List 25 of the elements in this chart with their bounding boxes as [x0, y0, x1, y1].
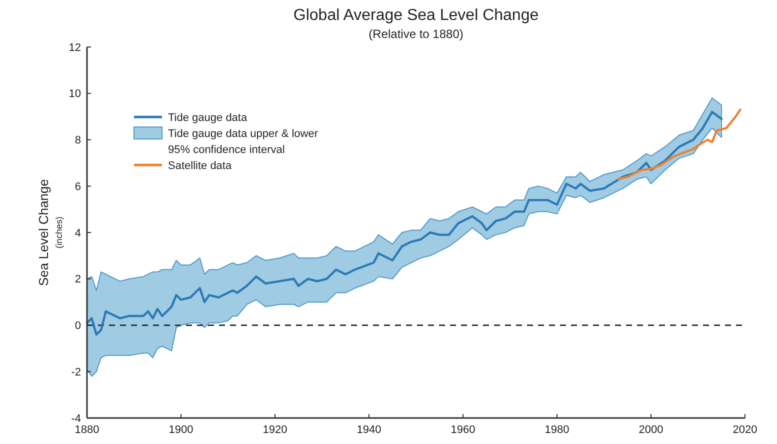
x-tick-label: 1900	[168, 424, 194, 436]
x-tick-label: 1940	[356, 424, 382, 436]
line-series	[86, 110, 723, 336]
y-tick-label: 12	[68, 42, 81, 54]
y-tick-label: -2	[71, 366, 81, 378]
legend-label: Tide gauge data	[168, 112, 248, 124]
annotation: Tide gauge data upper & lower 95% confidence interval	[168, 128, 318, 156]
x-tick-label: 1980	[544, 424, 570, 436]
y-tick-label: 0	[74, 320, 81, 332]
line-series	[617, 108, 742, 180]
x-tick-label: 2000	[638, 424, 664, 436]
x-tick-label: 1960	[450, 424, 476, 436]
x-tick-label: 1880	[74, 424, 100, 436]
y-tick-label: 6	[74, 180, 81, 193]
x-tick-label: 2020	[732, 424, 758, 436]
chart-subtitle: (Relative to 1880)	[368, 27, 464, 41]
x-tick-label: 1920	[262, 424, 288, 436]
y-tick-label: 2	[74, 274, 81, 286]
y-axis-title: Sea Level Change (inches)	[36, 179, 64, 286]
y-tick-label: 8	[74, 134, 81, 147]
y-tick-label: -4	[71, 412, 81, 425]
chart-title: Global Average Sea Level Change	[293, 7, 539, 24]
y-tick-label: 10	[68, 88, 81, 100]
y-tick-label: 4	[74, 227, 81, 240]
legend-label: Satellite data	[168, 160, 232, 172]
